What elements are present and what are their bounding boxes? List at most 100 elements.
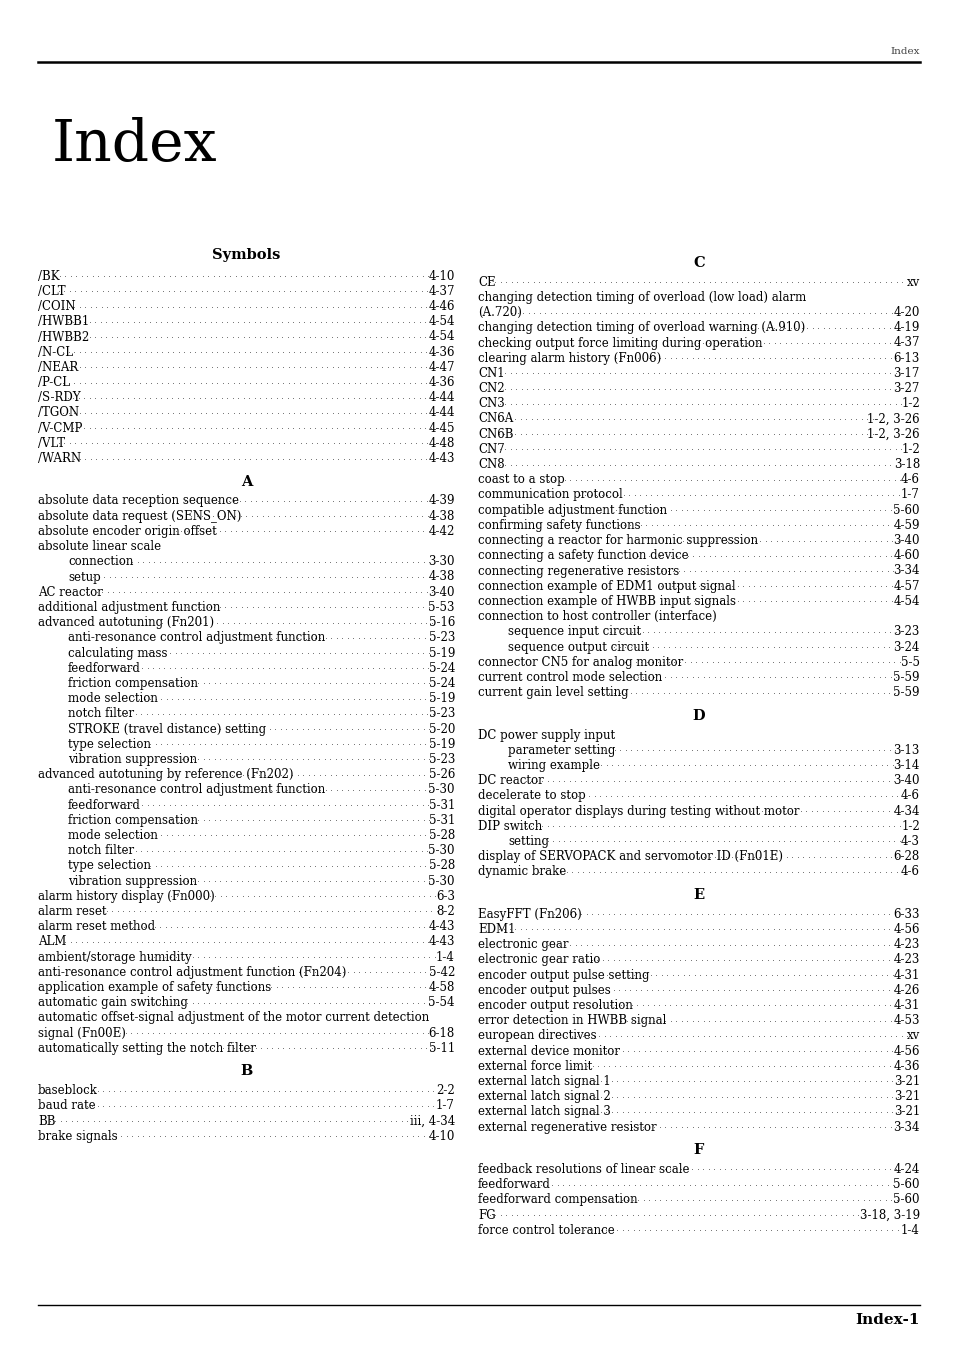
Text: 3-21: 3-21 xyxy=(893,1106,919,1118)
Text: /S-RDY: /S-RDY xyxy=(38,392,81,404)
Text: (A.720): (A.720) xyxy=(477,306,521,319)
Text: 5-23: 5-23 xyxy=(428,632,455,644)
Text: 4-43: 4-43 xyxy=(428,921,455,933)
Text: connection to host controller (interface): connection to host controller (interface… xyxy=(477,610,716,624)
Text: BB: BB xyxy=(38,1115,55,1127)
Text: changing detection timing of overload (low load) alarm: changing detection timing of overload (l… xyxy=(477,290,805,304)
Text: DC reactor: DC reactor xyxy=(477,774,543,787)
Text: 4-37: 4-37 xyxy=(893,336,919,350)
Text: 4-39: 4-39 xyxy=(428,494,455,508)
Text: 5-19: 5-19 xyxy=(428,693,455,705)
Text: ALM: ALM xyxy=(38,936,67,948)
Text: 5-16: 5-16 xyxy=(428,616,455,629)
Text: clearing alarm history (Fn006): clearing alarm history (Fn006) xyxy=(477,352,660,365)
Text: 4-54: 4-54 xyxy=(428,331,455,343)
Text: /BK: /BK xyxy=(38,270,59,282)
Text: 4-53: 4-53 xyxy=(893,1014,919,1027)
Text: connecting a reactor for harmonic suppression: connecting a reactor for harmonic suppre… xyxy=(477,535,758,547)
Text: 3-30: 3-30 xyxy=(428,555,455,568)
Text: encoder output resolution: encoder output resolution xyxy=(477,999,632,1012)
Text: 1-4: 1-4 xyxy=(436,950,455,964)
Text: 4-58: 4-58 xyxy=(428,981,455,994)
Text: 3-18: 3-18 xyxy=(893,458,919,471)
Text: automatic gain switching: automatic gain switching xyxy=(38,996,188,1008)
Text: changing detection timing of overload warning (A.910): changing detection timing of overload wa… xyxy=(477,321,804,335)
Text: connection example of EDM1 output signal: connection example of EDM1 output signal xyxy=(477,579,735,593)
Text: advanced autotuning (Fn201): advanced autotuning (Fn201) xyxy=(38,616,213,629)
Text: 4-43: 4-43 xyxy=(428,936,455,948)
Text: confirming safety functions: confirming safety functions xyxy=(477,518,640,532)
Text: 4-19: 4-19 xyxy=(893,321,919,335)
Text: /HWBB2: /HWBB2 xyxy=(38,331,90,343)
Text: /N-CL: /N-CL xyxy=(38,346,73,359)
Text: 4-56: 4-56 xyxy=(893,923,919,936)
Text: 5-60: 5-60 xyxy=(893,1193,919,1207)
Text: 5-31: 5-31 xyxy=(428,814,455,826)
Text: anti-resonance control adjustment function (Fn204): anti-resonance control adjustment functi… xyxy=(38,965,346,979)
Text: mode selection: mode selection xyxy=(68,693,157,705)
Text: CE: CE xyxy=(477,275,496,289)
Text: advanced autotuning by reference (Fn202): advanced autotuning by reference (Fn202) xyxy=(38,768,294,782)
Text: A: A xyxy=(240,475,252,489)
Text: 4-57: 4-57 xyxy=(893,579,919,593)
Text: 4-38: 4-38 xyxy=(428,510,455,522)
Text: type selection: type selection xyxy=(68,860,151,872)
Text: 6-3: 6-3 xyxy=(436,890,455,903)
Text: 4-38: 4-38 xyxy=(428,571,455,583)
Text: 5-24: 5-24 xyxy=(428,676,455,690)
Text: dynamic brake: dynamic brake xyxy=(477,865,566,879)
Text: xv: xv xyxy=(905,275,919,289)
Text: 5-59: 5-59 xyxy=(893,671,919,684)
Text: 3-40: 3-40 xyxy=(428,586,455,598)
Text: 5-23: 5-23 xyxy=(428,707,455,721)
Text: 6-33: 6-33 xyxy=(893,907,919,921)
Text: vibration suppression: vibration suppression xyxy=(68,875,197,887)
Text: electronic gear: electronic gear xyxy=(477,938,568,952)
Text: 4-45: 4-45 xyxy=(428,421,455,435)
Text: 6-18: 6-18 xyxy=(428,1026,455,1040)
Text: absolute data request (SENS_ON): absolute data request (SENS_ON) xyxy=(38,510,241,522)
Text: error detection in HWBB signal: error detection in HWBB signal xyxy=(477,1014,666,1027)
Text: 3-18, 3-19: 3-18, 3-19 xyxy=(859,1208,919,1222)
Text: 1-4: 1-4 xyxy=(901,1223,919,1237)
Text: display of SERVOPACK and servomotor ID (Fn01E): display of SERVOPACK and servomotor ID (… xyxy=(477,850,782,863)
Text: application example of safety functions: application example of safety functions xyxy=(38,981,271,994)
Text: connecting regenerative resistors: connecting regenerative resistors xyxy=(477,564,679,578)
Text: feedback resolutions of linear scale: feedback resolutions of linear scale xyxy=(477,1162,689,1176)
Text: additional adjustment function: additional adjustment function xyxy=(38,601,220,614)
Text: /P-CL: /P-CL xyxy=(38,377,70,389)
Text: friction compensation: friction compensation xyxy=(68,814,198,826)
Text: type selection: type selection xyxy=(68,737,151,751)
Text: 4-46: 4-46 xyxy=(428,300,455,313)
Text: DC power supply input: DC power supply input xyxy=(477,729,615,741)
Text: 5-30: 5-30 xyxy=(428,875,455,887)
Text: external latch signal 2: external latch signal 2 xyxy=(477,1089,610,1103)
Text: signal (Fn00E): signal (Fn00E) xyxy=(38,1026,126,1040)
Text: 4-54: 4-54 xyxy=(428,316,455,328)
Text: external device monitor: external device monitor xyxy=(477,1045,619,1057)
Text: C: C xyxy=(693,256,704,270)
Text: 4-36: 4-36 xyxy=(893,1060,919,1073)
Text: anti-resonance control adjustment function: anti-resonance control adjustment functi… xyxy=(68,632,325,644)
Text: EDM1: EDM1 xyxy=(477,923,515,936)
Text: absolute encoder origin offset: absolute encoder origin offset xyxy=(38,525,216,537)
Text: /HWBB1: /HWBB1 xyxy=(38,316,90,328)
Text: Index-1: Index-1 xyxy=(855,1314,919,1327)
Text: 5-59: 5-59 xyxy=(893,686,919,699)
Text: /WARN: /WARN xyxy=(38,452,81,466)
Text: european directives: european directives xyxy=(477,1029,596,1042)
Text: baud rate: baud rate xyxy=(38,1099,95,1112)
Text: FG: FG xyxy=(477,1208,496,1222)
Text: automatically setting the notch filter: automatically setting the notch filter xyxy=(38,1042,255,1054)
Text: 3-23: 3-23 xyxy=(893,625,919,639)
Text: CN6A: CN6A xyxy=(477,413,513,425)
Text: feedforward: feedforward xyxy=(68,798,141,811)
Text: 4-10: 4-10 xyxy=(428,1130,455,1142)
Text: 3-34: 3-34 xyxy=(893,564,919,578)
Text: external regenerative resistor: external regenerative resistor xyxy=(477,1120,656,1134)
Text: alarm history display (Fn000): alarm history display (Fn000) xyxy=(38,890,214,903)
Text: 5-5: 5-5 xyxy=(900,656,919,668)
Text: 4-56: 4-56 xyxy=(893,1045,919,1057)
Text: iii, 4-34: iii, 4-34 xyxy=(410,1115,455,1127)
Text: Symbols: Symbols xyxy=(213,248,280,262)
